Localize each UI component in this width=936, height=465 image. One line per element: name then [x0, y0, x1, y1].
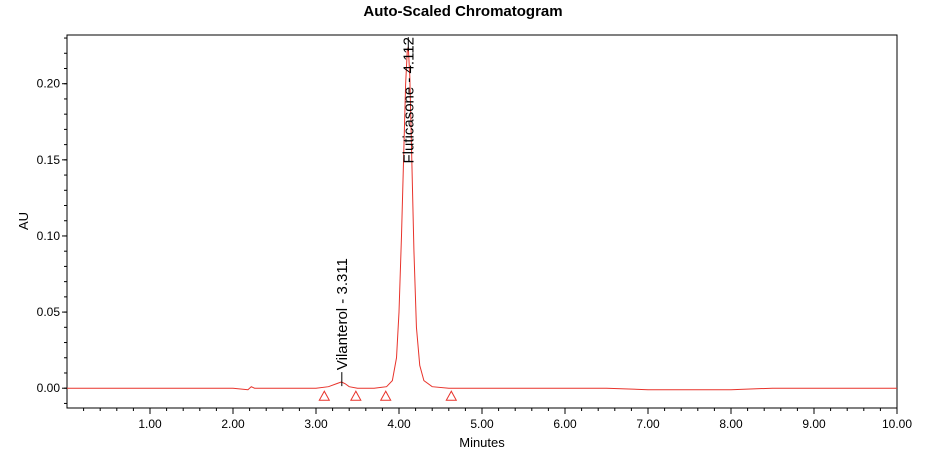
plot-frame [66, 34, 898, 409]
integration-marker [379, 390, 392, 401]
y-tick-label: 0.20 [37, 77, 61, 91]
integration-marker-layer [318, 390, 458, 401]
y-tick-label: 0.10 [37, 229, 61, 243]
y-tick-label: 0.00 [37, 381, 61, 395]
integration-marker [318, 390, 331, 401]
x-tick-label: 7.00 [636, 417, 660, 431]
y-tick-label: 0.15 [37, 153, 61, 167]
x-tick-label: 3.00 [304, 417, 328, 431]
x-axis-label: Minutes [459, 435, 505, 450]
integration-marker [349, 390, 362, 401]
y-axis: 0.00 0.05 0.10 0.15 0.20 [37, 37, 67, 404]
y-axis-label: AU [16, 212, 31, 230]
chart-title: Auto-Scaled Chromatogram [363, 3, 562, 20]
x-tick-label: 2.00 [221, 417, 245, 431]
x-tick-label: 10.00 [882, 417, 912, 431]
peak-label: Vilanterol - 3.311 [334, 258, 351, 370]
peak-label-layer: Vilanterol - 3.311 Fluticasone - 4.112 [334, 37, 417, 387]
integration-marker [445, 390, 458, 401]
peak-label: Fluticasone - 4.112 [400, 37, 417, 163]
x-axis: 1.00 2.00 3.00 4.00 5.00 6.00 7.00 8.00 9.00 10.0… [83, 408, 912, 431]
y-tick-label: 0.05 [37, 305, 61, 319]
x-tick-label: 5.00 [470, 417, 494, 431]
x-tick-label: 9.00 [802, 417, 826, 431]
x-tick-label: 4.00 [387, 417, 411, 431]
trace-layer [67, 47, 897, 391]
x-tick-label: 8.00 [719, 417, 743, 431]
chromatogram-trace [67, 47, 897, 391]
x-tick-label: 1.00 [138, 417, 162, 431]
x-tick-label: 6.00 [553, 417, 577, 431]
